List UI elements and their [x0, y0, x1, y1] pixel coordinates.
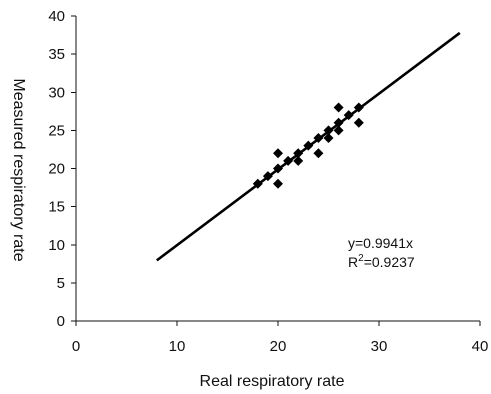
x-tick-label: 20 [270, 338, 287, 355]
data-point [323, 125, 334, 136]
data-point [262, 171, 273, 182]
data-point [323, 133, 334, 143]
y-tick-label: 15 [48, 199, 65, 216]
y-axis-title: Measured respiratory rate [10, 78, 27, 261]
data-point [303, 140, 314, 151]
data-point [293, 155, 304, 166]
data-points [252, 102, 364, 189]
y-tick-label: 40 [48, 8, 65, 25]
data-point [333, 117, 344, 128]
y-tick-label: 35 [48, 46, 65, 63]
y-tick-label: 25 [48, 122, 65, 139]
data-point [333, 102, 344, 113]
data-point [273, 148, 283, 159]
r-squared-r: R [348, 254, 358, 270]
y-tick-label: 10 [48, 237, 65, 254]
x-tick-label: 30 [371, 338, 388, 355]
x-axis-ticks: 0 10 20 30 40 [72, 321, 489, 355]
data-point [273, 163, 283, 174]
x-tick-label: 0 [72, 338, 80, 355]
data-point [353, 117, 364, 128]
y-axis-ticks: 0 5 10 15 20 25 30 35 40 [48, 8, 76, 330]
x-tick-label: 10 [169, 338, 186, 355]
y-tick-label: 20 [48, 161, 65, 178]
data-point [273, 178, 283, 189]
regression-annotation: y=0.9941x R2=0.9237 [348, 235, 415, 270]
data-point [313, 148, 324, 159]
r-squared-label: R2=0.9237 [348, 253, 415, 270]
data-point [293, 148, 304, 159]
r-squared-value: =0.9237 [364, 254, 415, 270]
x-tick-label: 40 [472, 338, 489, 355]
r-squared-exponent: 2 [358, 253, 364, 264]
y-tick-label: 0 [57, 313, 65, 330]
data-point [343, 110, 354, 121]
data-point [313, 133, 324, 143]
data-point [283, 155, 294, 166]
equation-label: y=0.9941x [348, 235, 413, 251]
x-axis-title: Real respiratory rate [200, 373, 345, 390]
data-point [333, 125, 344, 136]
chart-axes: 0 5 10 15 20 25 30 35 40 0 10 20 30 40 [48, 8, 488, 355]
y-tick-label: 5 [57, 275, 65, 292]
y-tick-label: 30 [48, 84, 65, 101]
data-point [252, 178, 263, 189]
data-point [353, 102, 364, 113]
